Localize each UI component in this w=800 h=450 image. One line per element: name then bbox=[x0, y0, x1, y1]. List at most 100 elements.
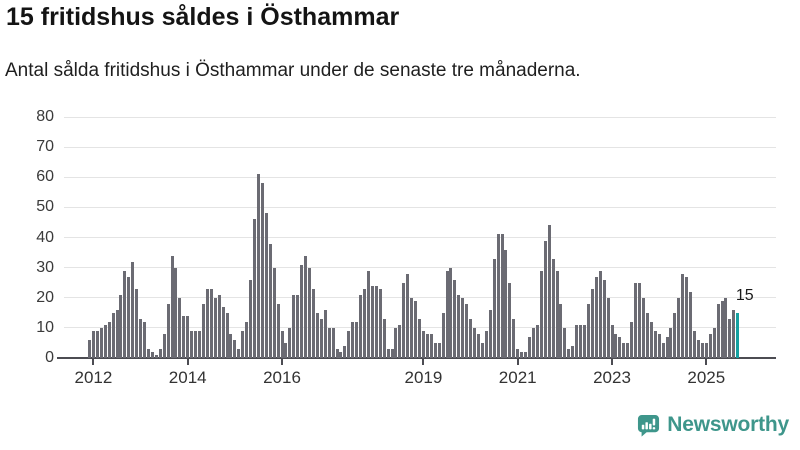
bar bbox=[504, 249, 508, 358]
gridline bbox=[64, 116, 776, 118]
newsworthy-logo-icon bbox=[638, 414, 660, 437]
bar bbox=[359, 294, 363, 358]
bar bbox=[88, 339, 91, 358]
x-axis-label: 2021 bbox=[498, 368, 537, 387]
bar bbox=[139, 318, 143, 358]
bar bbox=[99, 327, 103, 358]
x-axis-line bbox=[57, 357, 776, 359]
bar bbox=[441, 312, 445, 358]
bar bbox=[386, 348, 390, 358]
gridline bbox=[64, 297, 776, 299]
bar bbox=[170, 255, 174, 358]
bar bbox=[457, 294, 461, 358]
bar bbox=[143, 321, 146, 358]
bar bbox=[256, 174, 260, 358]
bar bbox=[630, 321, 634, 358]
bar bbox=[288, 327, 292, 358]
bar bbox=[465, 303, 469, 358]
bar bbox=[649, 321, 653, 358]
brand-footer: Newsworthy bbox=[637, 413, 789, 437]
bar bbox=[414, 300, 418, 358]
x-axis-label: 2019 bbox=[404, 368, 443, 387]
bar bbox=[634, 282, 638, 358]
bar bbox=[449, 267, 453, 358]
bar bbox=[492, 258, 496, 358]
bar bbox=[512, 318, 516, 358]
bar bbox=[708, 333, 712, 358]
bar bbox=[583, 324, 586, 358]
bar bbox=[433, 342, 437, 358]
bar bbox=[728, 318, 732, 358]
x-axis-tick bbox=[705, 359, 708, 365]
bar bbox=[323, 309, 327, 358]
bar bbox=[429, 333, 433, 358]
bar bbox=[135, 288, 139, 358]
bar bbox=[732, 309, 736, 358]
bar bbox=[602, 279, 606, 358]
bar bbox=[213, 297, 217, 358]
bar bbox=[693, 330, 696, 358]
y-axis-label: 50 bbox=[36, 198, 54, 216]
bar bbox=[590, 288, 594, 358]
bar bbox=[311, 288, 315, 358]
bar bbox=[524, 351, 528, 358]
bar bbox=[374, 285, 378, 358]
bar bbox=[622, 342, 626, 358]
bar bbox=[366, 270, 370, 358]
bar bbox=[673, 312, 677, 358]
bar bbox=[150, 351, 154, 358]
y-axis-label: 80 bbox=[36, 108, 54, 125]
bar bbox=[146, 348, 150, 358]
bar bbox=[351, 321, 355, 358]
bar bbox=[111, 312, 115, 358]
page-title: 15 fritidshus såldes i Östhammar bbox=[6, 3, 400, 31]
bar bbox=[370, 285, 374, 358]
bar bbox=[547, 225, 551, 358]
bar bbox=[162, 333, 166, 358]
last-value-label: 15 bbox=[735, 286, 754, 304]
gridline bbox=[64, 237, 776, 238]
y-axis-label: 20 bbox=[36, 288, 54, 306]
bar bbox=[653, 330, 657, 358]
bar bbox=[559, 303, 563, 358]
bar bbox=[638, 282, 641, 358]
bar bbox=[437, 342, 441, 358]
bar bbox=[198, 330, 201, 358]
bar bbox=[575, 324, 579, 358]
bar bbox=[716, 303, 720, 358]
bar bbox=[268, 243, 272, 358]
bar bbox=[571, 345, 575, 358]
bar bbox=[696, 339, 700, 358]
bar bbox=[508, 282, 512, 358]
bar bbox=[720, 300, 724, 358]
y-axis-label: 10 bbox=[36, 318, 54, 336]
bar bbox=[217, 294, 221, 358]
bar bbox=[579, 324, 583, 358]
bar bbox=[421, 330, 425, 358]
bar bbox=[123, 270, 127, 358]
brand-name: Newsworthy bbox=[667, 413, 789, 436]
gridline bbox=[64, 176, 776, 178]
bar bbox=[264, 213, 268, 358]
bar bbox=[331, 327, 335, 358]
bar bbox=[131, 261, 135, 358]
bar bbox=[453, 279, 457, 358]
bar bbox=[618, 336, 622, 358]
x-axis-tick bbox=[92, 359, 95, 365]
bar bbox=[158, 348, 162, 358]
bar bbox=[166, 303, 170, 358]
bar bbox=[107, 321, 111, 358]
bar bbox=[182, 315, 186, 358]
bar bbox=[661, 342, 665, 358]
bar bbox=[500, 234, 504, 358]
bar bbox=[539, 270, 543, 358]
bar bbox=[606, 297, 610, 358]
bar bbox=[296, 294, 300, 358]
x-axis-label: 2014 bbox=[168, 368, 207, 387]
bar bbox=[190, 330, 194, 358]
bar bbox=[402, 282, 406, 358]
bar bbox=[347, 330, 351, 358]
bar bbox=[315, 312, 319, 358]
bar bbox=[406, 273, 410, 358]
